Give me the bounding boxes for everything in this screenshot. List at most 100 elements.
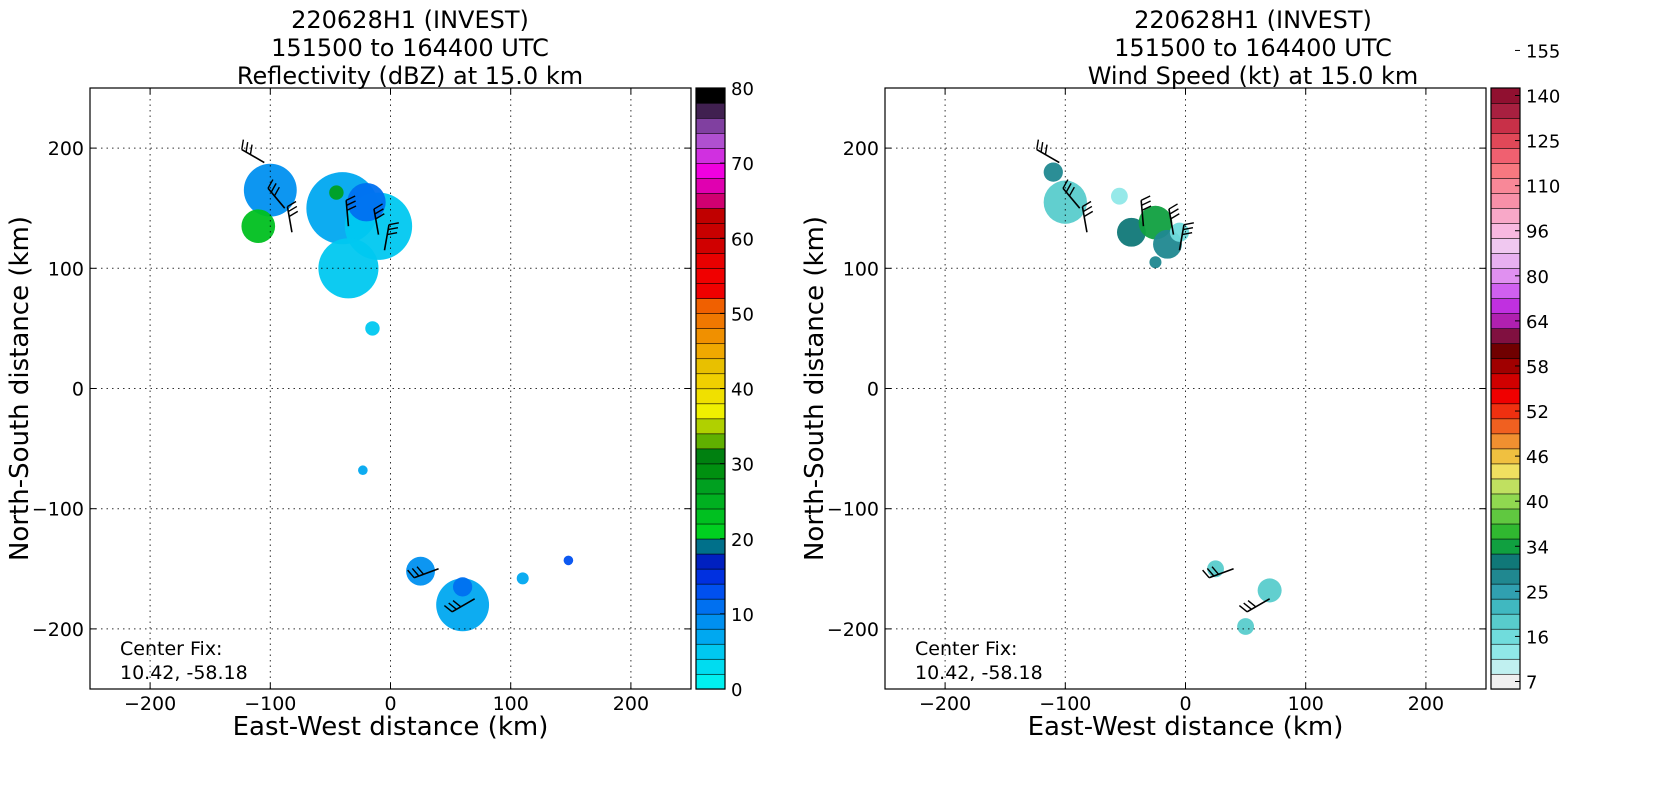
barb-flag (443, 604, 453, 613)
barb-flag (407, 569, 415, 579)
colorbar-segment (695, 478, 726, 495)
barb-flag (270, 183, 277, 193)
colorbar-segment (1490, 147, 1521, 164)
barb-shaft (1246, 598, 1271, 613)
barb-flag (373, 203, 383, 210)
colorbar-tick-label: 155 (1526, 41, 1560, 62)
x-axis-label: East-West distance (km) (233, 712, 549, 742)
colorbar-segment (695, 117, 726, 134)
wind-speed-panel: 220628H1 (INVEST) 151500 to 164400 UTC W… (800, 0, 1655, 787)
colorbar-segment (1490, 598, 1521, 615)
barb-flag (1140, 195, 1151, 201)
barb-flag (346, 200, 356, 206)
barb-flag (448, 602, 457, 610)
barb-flag (245, 142, 249, 153)
data-cell (436, 578, 490, 632)
x-tick-label: 200 (613, 693, 649, 715)
colorbar-segment (695, 598, 726, 615)
barb-flag (1182, 231, 1193, 236)
colorbar-tick-label: 7 (1526, 672, 1537, 693)
chart-title: 220628H1 (INVEST) 151500 to 164400 UTC W… (933, 6, 1573, 90)
wind-barb (373, 203, 385, 235)
colorbar-segment (1490, 162, 1521, 179)
colorbar: 7 16 25 34 40 46 52 58 64 80 96 110 125 140 155 (1490, 41, 1560, 693)
wind-barb (1178, 222, 1194, 251)
colorbar-segment (695, 358, 726, 375)
barb-flag (1169, 208, 1179, 215)
y-tick-label: −200 (827, 619, 879, 641)
colorbar-tick-label: 30 (731, 455, 754, 476)
y-tick-label: −100 (32, 499, 84, 521)
barb-flag (1083, 210, 1094, 218)
reflectivity-panel: 220628H1 (INVEST) 151500 to 164400 UTC R… (0, 0, 827, 787)
colorbar-segment (1490, 568, 1521, 585)
barb-flag (1082, 200, 1092, 208)
barb-flag (241, 139, 245, 150)
barb-flag (1036, 139, 1040, 150)
colorbar-segment (1490, 478, 1521, 495)
barb-flag (1040, 142, 1044, 153)
wind-barb (241, 139, 265, 164)
colorbar-segment (695, 102, 726, 119)
x-tick-label: 100 (1288, 693, 1324, 715)
x-axis-label: East-West distance (km) (1028, 712, 1344, 742)
barb-flag (1211, 566, 1220, 575)
colorbar-segment (1490, 283, 1521, 299)
colorbar-tick-label: 125 (1526, 132, 1560, 153)
data-cell (318, 238, 379, 299)
colorbar-segment (1490, 207, 1521, 224)
barb-flag (288, 210, 299, 218)
data-cell (1237, 618, 1255, 635)
colorbar-tick-label: 110 (1526, 177, 1560, 198)
title-line-3: Wind Speed (kt) at 15.0 km (1087, 62, 1419, 90)
x-tick-label: −200 (124, 693, 176, 715)
colorbar-segment (695, 673, 726, 690)
y-tick-label: 100 (843, 258, 879, 280)
colorbar-segment (695, 87, 726, 104)
colorbar-segment (695, 418, 726, 435)
barb-flag (1170, 213, 1180, 220)
wind-barb (443, 598, 476, 613)
barb-flag (1065, 183, 1072, 193)
y-axis-label: North-South distance (km) (800, 216, 830, 561)
colorbar-segment (695, 568, 726, 585)
data-cell (1149, 256, 1162, 269)
y-tick-label: 200 (843, 138, 879, 160)
barb-flag (1062, 179, 1069, 189)
x-tick-label: −100 (244, 693, 296, 715)
colorbar: 0 10 20 30 40 50 60 70 80 (695, 79, 754, 701)
y-tick-label: 200 (48, 138, 84, 160)
colorbar-tick-label: 52 (1526, 402, 1549, 423)
wind-barb (1036, 139, 1060, 164)
colorbar-tick-label: 60 (731, 229, 754, 250)
data-cell (347, 182, 386, 222)
colorbar-tick-label: 20 (731, 530, 754, 551)
colorbar-tick-label: 58 (1526, 357, 1549, 378)
colorbar-segment (695, 222, 726, 239)
colorbar-segment (1490, 388, 1521, 405)
barb-flag (1141, 200, 1151, 206)
colorbar-tick-label: 0 (731, 680, 742, 701)
title-line-2: 151500 to 164400 UTC (271, 34, 549, 62)
center-fix-annotation: Center Fix: 10.42, -58.18 (915, 637, 1043, 685)
colorbar-tick-label: 96 (1526, 222, 1549, 243)
title-line-2: 151500 to 164400 UTC (1114, 34, 1392, 62)
barb-shaft (1036, 148, 1060, 164)
x-tick-label: 200 (1408, 693, 1444, 715)
y-tick-label: −100 (827, 499, 879, 521)
colorbar-segment (695, 162, 726, 179)
barb-flag (1141, 205, 1152, 211)
colorbar-segment (695, 403, 726, 420)
colorbar-segment (1490, 252, 1521, 269)
colorbar-segment (1490, 373, 1521, 390)
colorbar-segment (695, 523, 726, 540)
y-axis-label: North-South distance (km) (5, 216, 35, 561)
colorbar-tick-label: 40 (731, 380, 754, 401)
colorbar-tick-label: 64 (1526, 312, 1549, 333)
colorbar-tick-label: 80 (1526, 267, 1549, 288)
plot-frame (884, 87, 1487, 690)
colorbar-frame (1490, 87, 1521, 690)
wind-barb (407, 566, 439, 579)
barb-flag (1082, 205, 1093, 213)
wind-barb (1140, 195, 1152, 227)
